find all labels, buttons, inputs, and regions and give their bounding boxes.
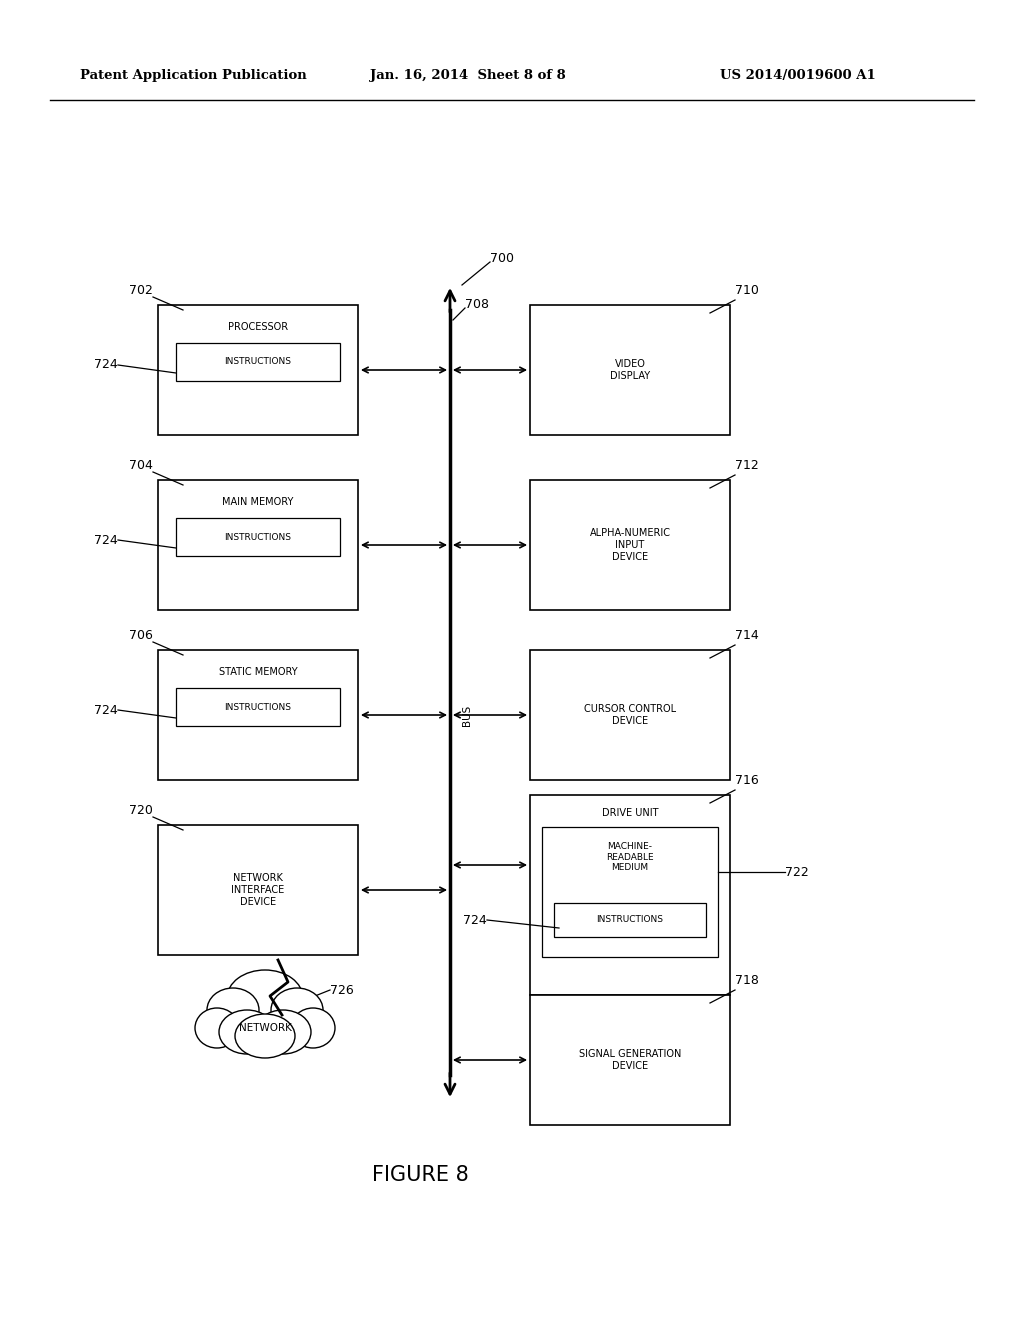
Ellipse shape bbox=[271, 987, 323, 1032]
Text: NETWORK: NETWORK bbox=[239, 1023, 292, 1034]
Text: US 2014/0019600 A1: US 2014/0019600 A1 bbox=[720, 69, 876, 82]
Text: 724: 724 bbox=[94, 359, 118, 371]
Bar bbox=[158, 649, 358, 780]
Text: 708: 708 bbox=[465, 298, 489, 312]
Text: 724: 724 bbox=[94, 533, 118, 546]
Text: Patent Application Publication: Patent Application Publication bbox=[80, 69, 307, 82]
Text: DRIVE UNIT: DRIVE UNIT bbox=[602, 808, 658, 818]
Text: 704: 704 bbox=[129, 459, 153, 473]
Text: 726: 726 bbox=[330, 983, 353, 997]
Text: 718: 718 bbox=[735, 974, 759, 987]
Text: 724: 724 bbox=[463, 913, 487, 927]
Bar bbox=[530, 995, 730, 1125]
Text: 714: 714 bbox=[735, 630, 759, 642]
Bar bbox=[158, 305, 358, 436]
Text: NETWORK
INTERFACE
DEVICE: NETWORK INTERFACE DEVICE bbox=[231, 874, 285, 907]
Text: INSTRUCTIONS: INSTRUCTIONS bbox=[224, 358, 292, 367]
Bar bbox=[158, 480, 358, 610]
Bar bbox=[542, 828, 718, 957]
Text: VIDEO
DISPLAY: VIDEO DISPLAY bbox=[610, 359, 650, 380]
Ellipse shape bbox=[291, 1008, 335, 1048]
Ellipse shape bbox=[234, 1014, 295, 1059]
Text: SIGNAL GENERATION
DEVICE: SIGNAL GENERATION DEVICE bbox=[579, 1049, 681, 1071]
Text: ALPHA-NUMERIC
INPUT
DEVICE: ALPHA-NUMERIC INPUT DEVICE bbox=[590, 528, 671, 561]
Text: 724: 724 bbox=[94, 704, 118, 717]
Text: 720: 720 bbox=[129, 804, 153, 817]
Text: MAIN MEMORY: MAIN MEMORY bbox=[222, 498, 294, 507]
Text: PROCESSOR: PROCESSOR bbox=[228, 322, 288, 333]
Bar bbox=[530, 795, 730, 995]
Text: INSTRUCTIONS: INSTRUCTIONS bbox=[224, 532, 292, 541]
Text: FIGURE 8: FIGURE 8 bbox=[372, 1166, 468, 1185]
Text: STATIC MEMORY: STATIC MEMORY bbox=[219, 667, 297, 677]
Bar bbox=[530, 480, 730, 610]
Text: 716: 716 bbox=[735, 774, 759, 787]
Bar bbox=[176, 517, 340, 556]
Text: 706: 706 bbox=[129, 630, 153, 642]
Text: 712: 712 bbox=[735, 459, 759, 473]
Text: 702: 702 bbox=[129, 284, 153, 297]
Text: CURSOR CONTROL
DEVICE: CURSOR CONTROL DEVICE bbox=[584, 704, 676, 726]
Text: 710: 710 bbox=[735, 284, 759, 297]
Text: 700: 700 bbox=[490, 252, 514, 264]
Bar bbox=[158, 825, 358, 954]
Ellipse shape bbox=[207, 987, 259, 1032]
Text: 722: 722 bbox=[785, 866, 809, 879]
Ellipse shape bbox=[219, 1010, 275, 1053]
Ellipse shape bbox=[227, 970, 303, 1026]
Bar bbox=[554, 903, 706, 937]
Text: BUS: BUS bbox=[462, 705, 472, 726]
Bar bbox=[176, 343, 340, 381]
Bar bbox=[530, 305, 730, 436]
Text: INSTRUCTIONS: INSTRUCTIONS bbox=[597, 916, 664, 924]
Bar bbox=[530, 649, 730, 780]
Ellipse shape bbox=[195, 1008, 239, 1048]
Text: INSTRUCTIONS: INSTRUCTIONS bbox=[224, 702, 292, 711]
Text: Jan. 16, 2014  Sheet 8 of 8: Jan. 16, 2014 Sheet 8 of 8 bbox=[370, 69, 565, 82]
Text: MACHINE-
READABLE
MEDIUM: MACHINE- READABLE MEDIUM bbox=[606, 842, 653, 873]
Bar bbox=[176, 688, 340, 726]
Ellipse shape bbox=[255, 1010, 311, 1053]
